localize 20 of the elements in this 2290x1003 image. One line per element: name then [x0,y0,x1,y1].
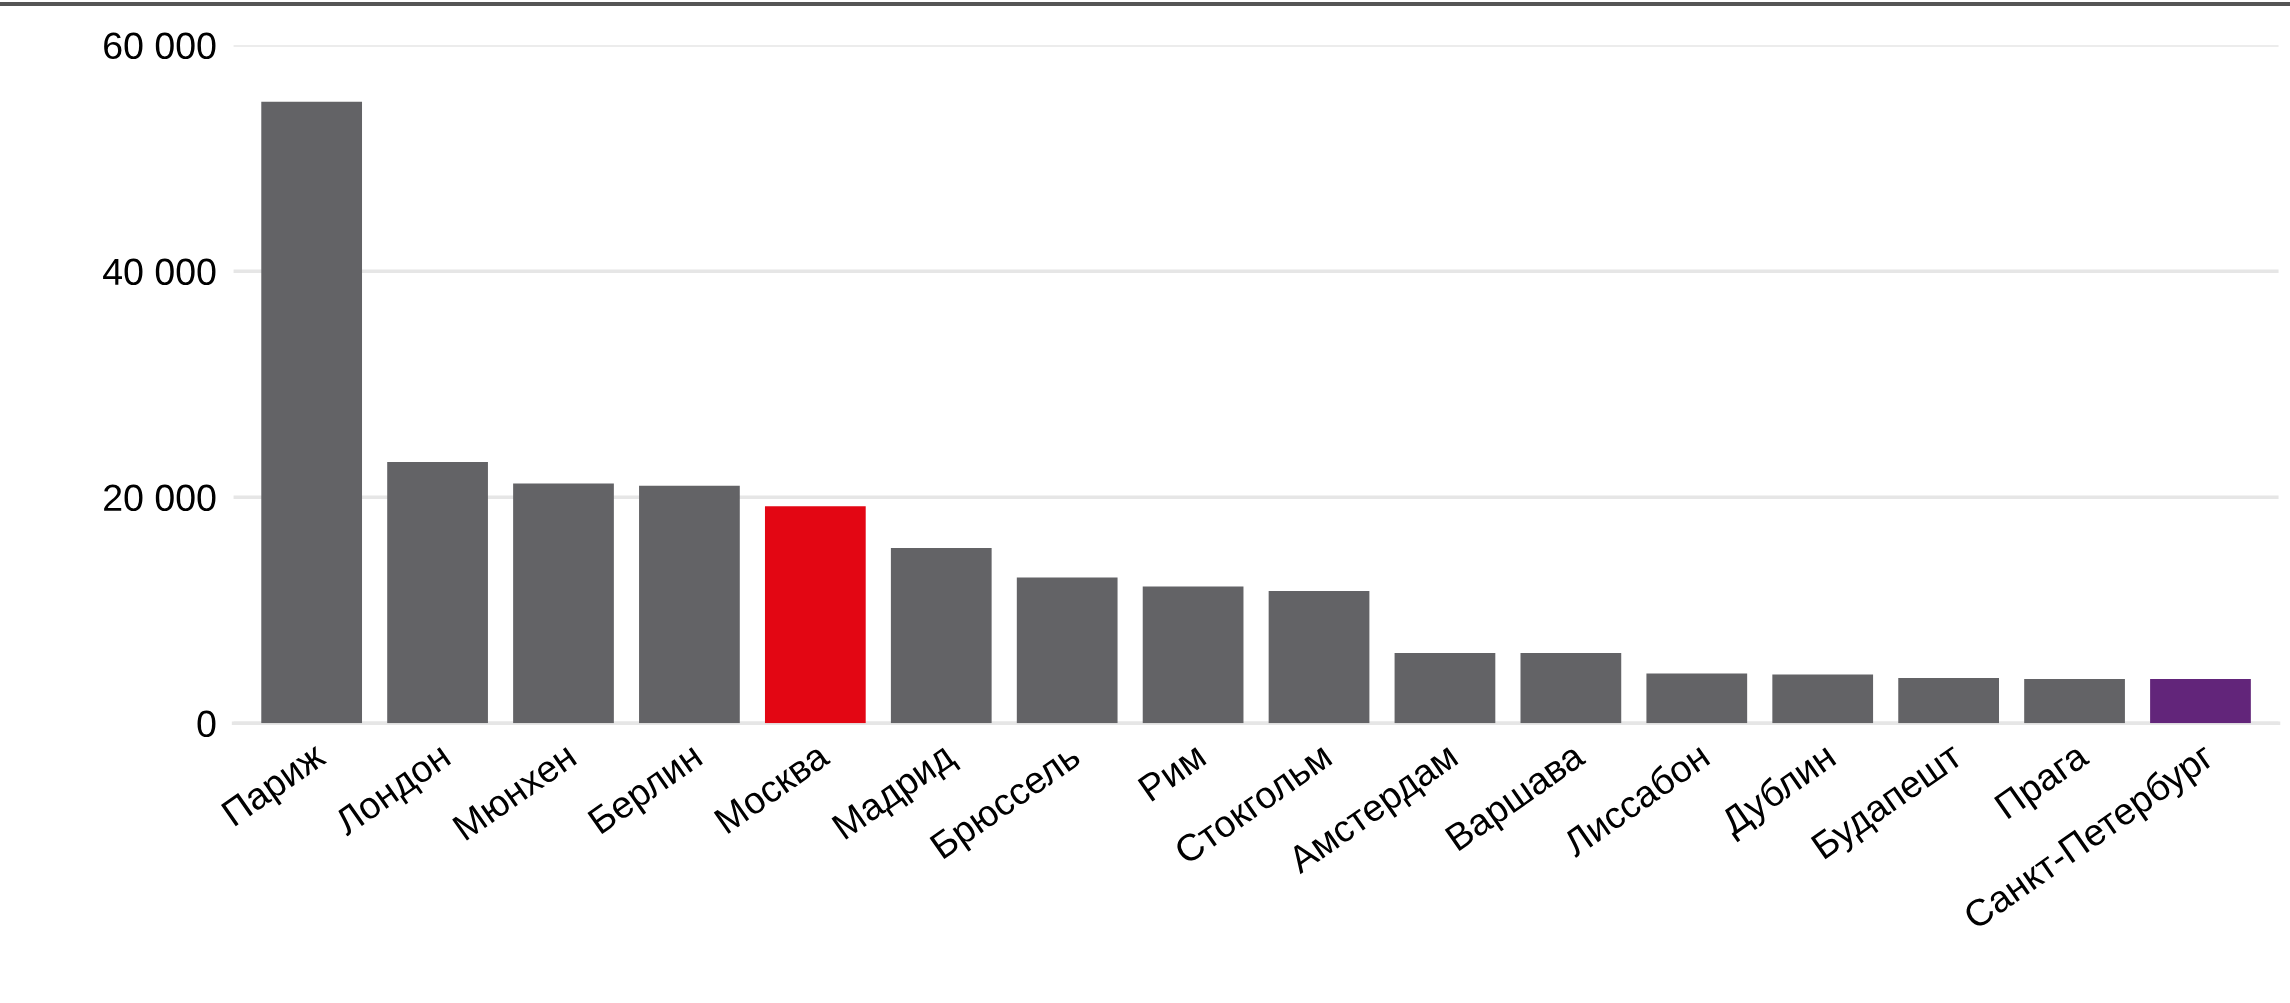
bar [261,101,363,724]
bar [1898,677,1999,724]
bar [1268,590,1370,724]
bar [1646,673,1748,724]
bar [890,548,992,724]
bar [1016,577,1118,724]
bar [764,506,866,724]
bar [1772,674,1874,724]
bar [2150,679,2251,724]
y-tick-label: 20 000 [104,484,216,512]
y-tick-label: 0 [197,710,216,738]
bar [2024,679,2125,724]
bar [639,485,740,724]
bar [1142,586,1244,724]
y-tick-label: 60 000 [104,32,216,60]
bar [387,462,488,724]
bar [1394,653,1496,724]
bar [513,483,614,724]
bar [1520,653,1622,724]
y-tick-label: 40 000 [103,258,216,286]
